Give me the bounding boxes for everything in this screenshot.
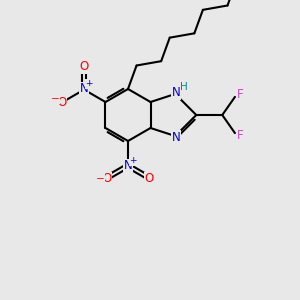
Text: −: − (95, 174, 104, 184)
Text: N: N (80, 82, 88, 95)
Text: O: O (102, 172, 112, 185)
Text: N: N (124, 159, 132, 172)
Text: H: H (180, 82, 188, 92)
Text: O: O (57, 96, 67, 109)
Text: +: + (129, 156, 137, 165)
Text: N: N (172, 86, 181, 100)
Text: F: F (237, 129, 243, 142)
Text: N: N (172, 130, 181, 143)
Text: +: + (85, 79, 93, 88)
Text: O: O (145, 172, 154, 185)
Text: F: F (237, 88, 243, 101)
Text: O: O (80, 60, 89, 73)
Text: −: − (51, 94, 59, 104)
